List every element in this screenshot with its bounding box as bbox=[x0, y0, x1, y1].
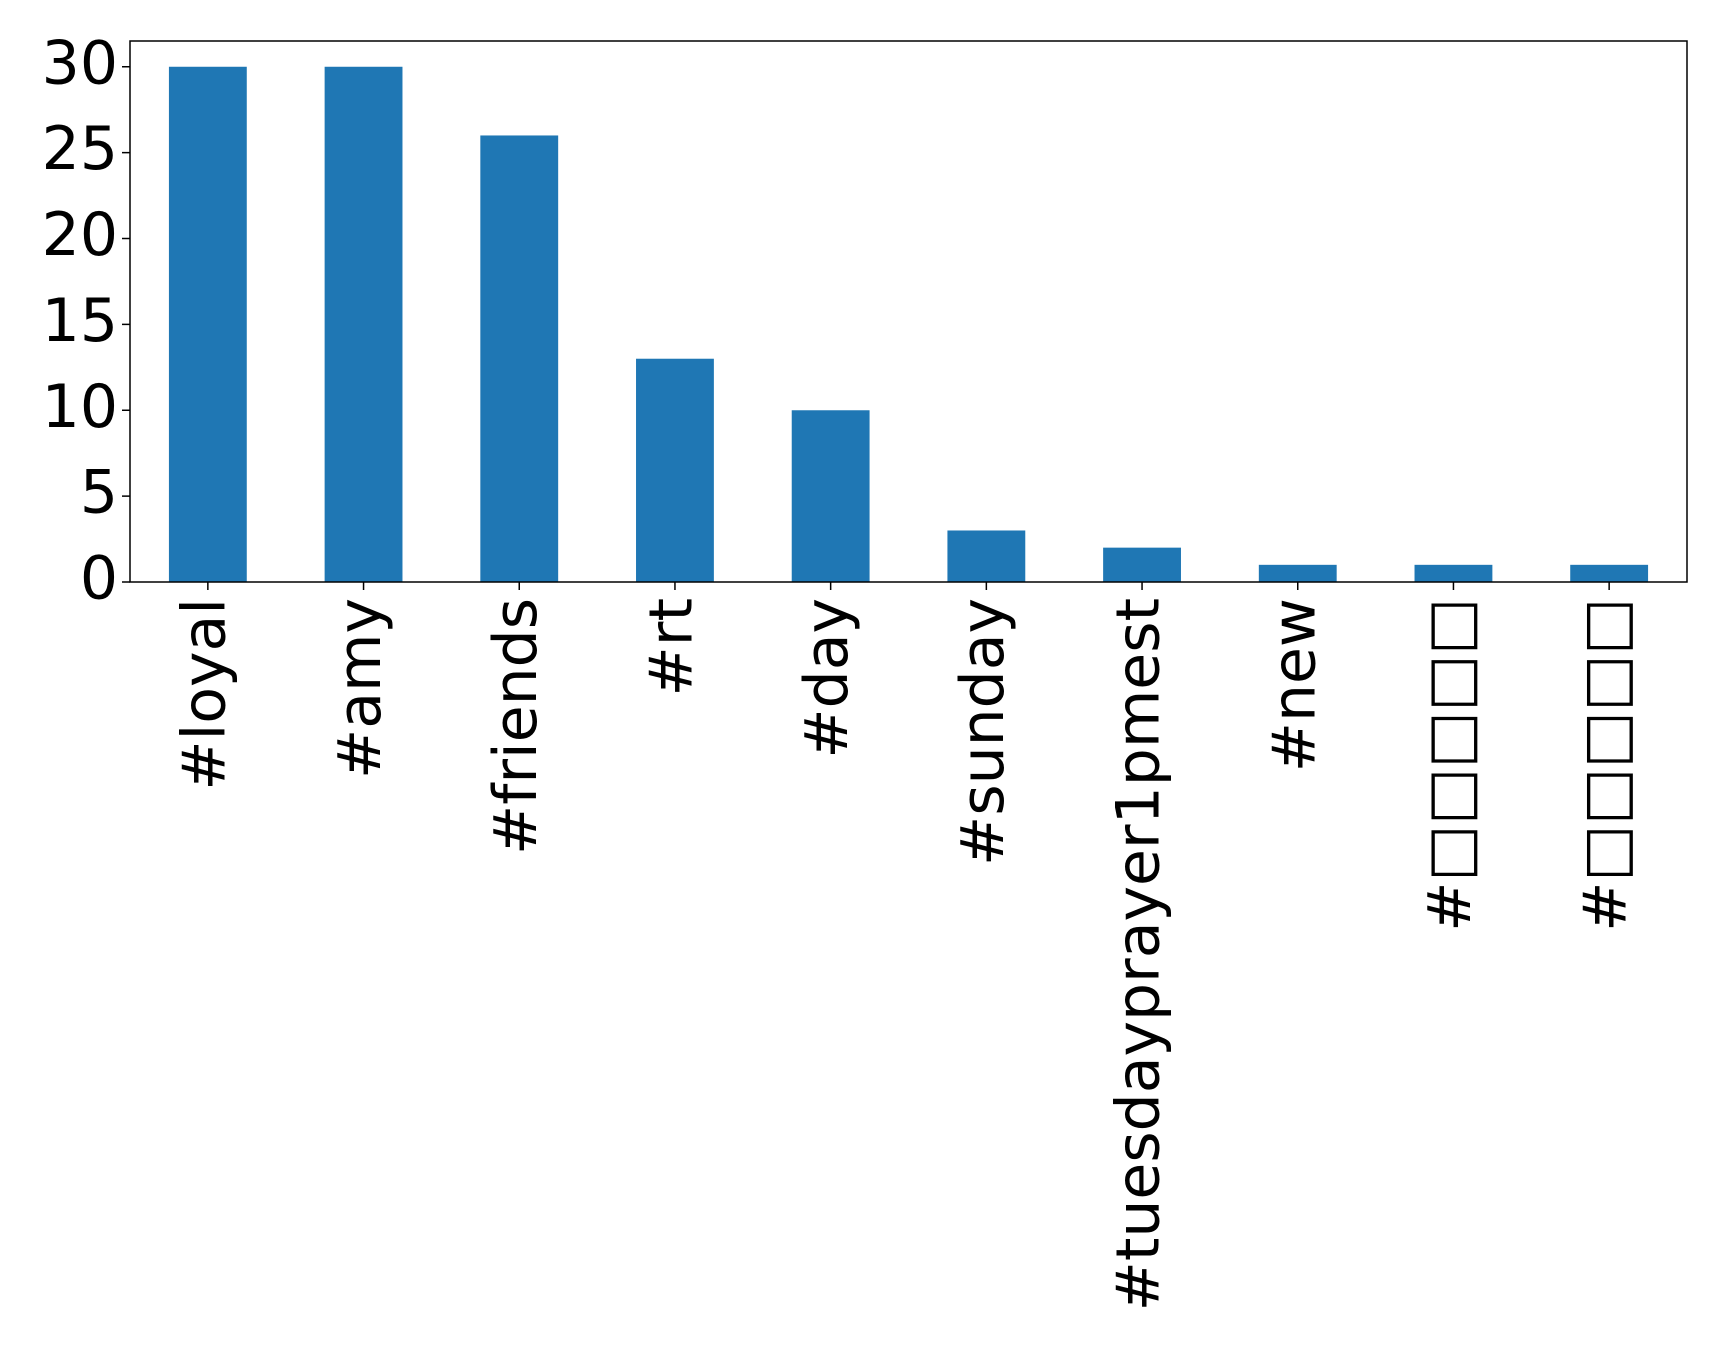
bar bbox=[1570, 564, 1649, 582]
bar bbox=[636, 358, 714, 582]
y-tick-label: 25 bbox=[42, 114, 118, 184]
y-tick-label: 0 bbox=[80, 544, 118, 614]
x-tick-label: #rt bbox=[637, 598, 707, 696]
bar bbox=[1414, 564, 1493, 582]
y-tick-label: 30 bbox=[42, 28, 118, 98]
bar bbox=[480, 135, 559, 582]
bar bbox=[324, 66, 403, 582]
y-tick-label: 5 bbox=[80, 458, 118, 528]
y-tick-label: 10 bbox=[42, 372, 118, 442]
bar bbox=[947, 530, 1026, 582]
y-tick-label: 15 bbox=[42, 286, 118, 356]
x-tick-label: #□□□□□ bbox=[1571, 598, 1641, 932]
bar bbox=[168, 66, 247, 582]
x-tick-label: #loyal bbox=[169, 598, 239, 791]
bar bbox=[1258, 564, 1337, 582]
x-tick-label: #new bbox=[1259, 598, 1329, 772]
x-tick-label: #□□□□□ bbox=[1415, 598, 1485, 932]
x-tick-label: #sunday bbox=[948, 598, 1018, 866]
x-tick-label: #amy bbox=[325, 598, 395, 779]
axes-frame bbox=[129, 40, 1688, 583]
bar bbox=[1103, 547, 1181, 582]
bar bbox=[791, 410, 870, 582]
x-tick-label: #friends bbox=[481, 598, 551, 855]
x-tick-label: #tuesdayprayer1pmest bbox=[1104, 598, 1174, 1311]
x-tick-label: #day bbox=[792, 598, 862, 759]
y-tick-label: 20 bbox=[42, 200, 118, 270]
